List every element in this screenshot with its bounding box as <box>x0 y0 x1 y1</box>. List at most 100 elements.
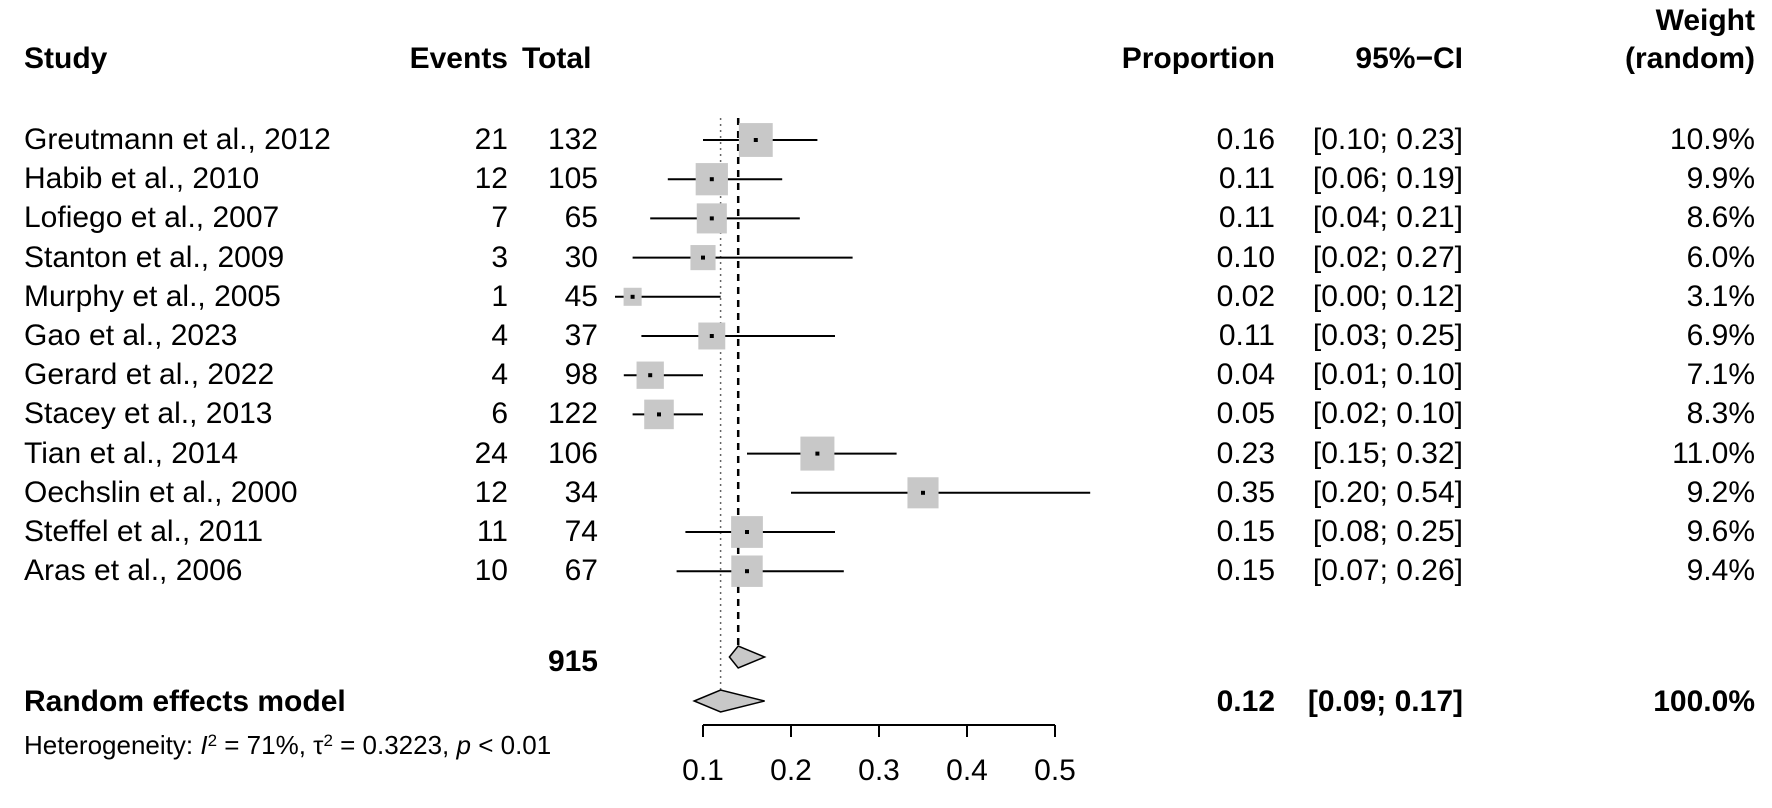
point-estimate-6 <box>709 334 714 338</box>
study-proportion: 0.15 <box>1216 554 1275 588</box>
study-proportion: 0.16 <box>1216 123 1275 156</box>
point-estimate-7 <box>648 373 653 378</box>
study-events: 10 <box>474 554 508 588</box>
study-proportion: 0.11 <box>1218 162 1275 196</box>
study-weight: 11.0% <box>1672 436 1755 470</box>
study-name: Stacey et al., 2013 <box>24 397 273 431</box>
point-estimate-1 <box>753 138 758 142</box>
study-weight: 10.9% <box>1669 123 1755 156</box>
study-weight: 9.2% <box>1686 475 1755 509</box>
study-ci: [0.01; 0.10] <box>1312 358 1463 392</box>
het-p-value: < 0.01 <box>470 730 552 760</box>
study-proportion: 0.11 <box>1218 201 1275 235</box>
table-row: Gao et al., 2023 4 37 0.11 [0.03; 0.25] 6.9% <box>0 316 1772 356</box>
study-proportion: 0.04 <box>1216 358 1275 392</box>
study-total: 132 <box>547 123 598 156</box>
het-prefix: Heterogeneity: <box>24 730 201 760</box>
study-proportion: 0.23 <box>1216 436 1275 470</box>
study-name: Murphy et al., 2005 <box>24 279 281 313</box>
table-row: Stacey et al., 2013 6 122 0.05 [0.02; 0.10] 8… <box>0 394 1772 434</box>
study-weight: 9.9% <box>1686 162 1755 196</box>
study-name: Lofiego et al., 2007 <box>24 201 280 235</box>
total-count: 915 <box>547 645 598 678</box>
study-events: 7 <box>491 201 508 235</box>
study-weight: 7.1% <box>1686 358 1755 392</box>
study-events: 6 <box>491 397 508 431</box>
table-row: Tian et al., 2014 24 106 0.23 [0.15; 0.32] 11… <box>0 434 1772 474</box>
study-events: 11 <box>476 515 508 548</box>
study-events: 21 <box>474 123 508 156</box>
point-estimate-12 <box>745 569 749 574</box>
study-ci: [0.04; 0.21] <box>1312 201 1463 235</box>
study-events: 24 <box>474 436 508 470</box>
study-total: 105 <box>547 162 598 196</box>
table-row: Greutmann et al., 2012 21 132 0.16 [0.10; 0.… <box>0 120 1772 160</box>
study-events: 3 <box>491 240 508 274</box>
study-total: 98 <box>564 358 598 392</box>
study-total: 34 <box>564 475 598 509</box>
study-events: 12 <box>474 475 508 509</box>
study-name: Gerard et al., 2022 <box>24 358 275 392</box>
random-model-proportion: 0.12 <box>1216 685 1275 718</box>
study-ci: [0.00; 0.12] <box>1312 279 1463 313</box>
heterogeneity-stats: Heterogeneity: I2 = 71%, τ2 = 0.3223, p … <box>24 730 552 760</box>
point-estimate-8 <box>657 412 661 417</box>
study-total: 65 <box>564 201 598 235</box>
study-total: 45 <box>564 279 598 313</box>
point-estimate-10 <box>921 490 925 495</box>
random-model-weight: 100.0% <box>1653 685 1755 718</box>
header-study: Study <box>24 42 108 75</box>
x-tick-label-5: 0.5 <box>1034 754 1076 787</box>
study-total: 74 <box>564 515 598 548</box>
study-total: 106 <box>547 436 598 470</box>
random-model-ci: [0.09; 0.17] <box>1307 685 1463 718</box>
study-name: Stanton et al., 2009 <box>24 240 285 274</box>
study-total: 30 <box>564 240 598 274</box>
study-total: 37 <box>564 319 598 352</box>
study-ci: [0.08; 0.25] <box>1312 515 1463 548</box>
study-name: Aras et al., 2006 <box>24 554 243 588</box>
study-weight: 8.6% <box>1686 201 1755 235</box>
study-proportion: 0.35 <box>1216 475 1275 509</box>
study-name: Steffel et al., 2011 <box>24 515 264 548</box>
study-name: Greutmann et al., 2012 <box>24 123 331 156</box>
point-estimate-4 <box>701 255 705 260</box>
point-estimate-3 <box>709 216 714 221</box>
x-tick-label-4: 0.4 <box>946 754 988 787</box>
point-estimate-5 <box>630 294 635 299</box>
study-weight: 3.1% <box>1686 279 1755 313</box>
study-ci: [0.03; 0.25] <box>1312 319 1463 352</box>
study-name: Gao et al., 2023 <box>24 319 238 352</box>
header-ci: 95%−CI <box>1355 42 1463 75</box>
header-weight: Weight <box>1655 4 1755 37</box>
het-p-symbol: p <box>456 730 471 760</box>
table-row: Habib et al., 2010 12 105 0.11 [0.06; 0.19] 9… <box>0 159 1772 199</box>
header-total: Total <box>522 42 592 75</box>
study-total: 122 <box>547 397 598 431</box>
random-model-label: Random effects model <box>24 685 346 718</box>
study-events: 4 <box>491 319 508 352</box>
random-effect-diamond <box>692 689 765 713</box>
study-events: 1 <box>491 279 508 313</box>
study-weight: 9.4% <box>1686 554 1755 588</box>
study-weight: 9.6% <box>1686 515 1755 548</box>
study-ci: [0.07; 0.26] <box>1312 554 1463 588</box>
table-row: Gerard et al., 2022 4 98 0.04 [0.01; 0.10] 7.… <box>0 355 1772 395</box>
study-weight: 6.9% <box>1686 319 1755 352</box>
header-events: Events <box>409 42 508 75</box>
header-proportion: Proportion <box>1121 42 1275 75</box>
x-tick-label-2: 0.2 <box>770 754 812 787</box>
common-effect-diamond <box>728 645 767 669</box>
study-weight: 6.0% <box>1686 240 1755 274</box>
table-row: Aras et al., 2006 10 67 0.15 [0.07; 0.26] 9.4… <box>0 551 1772 591</box>
x-tick-label-1: 0.1 <box>682 754 724 787</box>
study-name: Habib et al., 2010 <box>24 162 260 196</box>
study-ci: [0.10; 0.23] <box>1312 123 1463 156</box>
study-proportion: 0.10 <box>1216 240 1275 274</box>
study-proportion: 0.02 <box>1216 279 1275 313</box>
study-name: Tian et al., 2014 <box>24 436 239 470</box>
x-tick-label-3: 0.3 <box>858 754 900 787</box>
study-events: 12 <box>474 162 508 196</box>
